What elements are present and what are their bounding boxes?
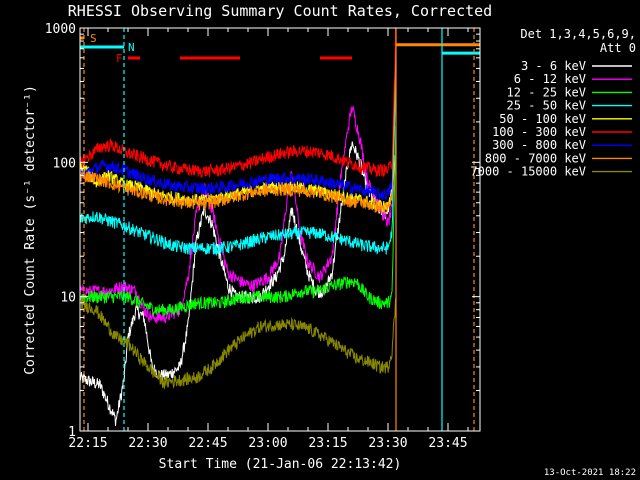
y-tick-label-1: 10 [60, 291, 76, 306]
flag-label-S: S [90, 32, 97, 45]
y-tick-label-0: 1 [68, 425, 76, 440]
plot-frame [79, 27, 481, 432]
legend-label-7: 800 - 7000 keV [485, 151, 586, 165]
legend-label-3: 25 - 50 keV [507, 99, 586, 113]
legend-label-5: 100 - 300 keV [492, 125, 586, 139]
flag-label-F: F [116, 52, 123, 65]
series-line-6 [80, 50, 397, 201]
footer-date: 13-Oct-2021 18:22 [544, 468, 636, 478]
legend-label-8: 7000 - 15000 keV [470, 165, 586, 179]
chart-title: RHESSI Observing Summary Count Rates, Co… [68, 2, 492, 20]
series-line-7 [80, 49, 397, 215]
legend-label-4: 50 - 100 keV [499, 112, 586, 126]
x-tick-label-1: 22:30 [128, 436, 167, 451]
series-line-8 [80, 297, 397, 390]
legend-label-6: 300 - 800 keV [492, 138, 586, 152]
legend-header-line1: Det 1,3,4,5,6,9, [520, 27, 636, 41]
series-line-2 [80, 125, 397, 317]
x-tick-label-0: 22:15 [68, 436, 107, 451]
x-tick-label-2: 22:45 [188, 436, 227, 451]
legend-label-1: 6 - 12 keV [514, 72, 586, 86]
x-tick-label-3: 23:00 [248, 436, 287, 451]
legend-header-line2: Att 0 [600, 41, 636, 55]
x-tick-label-6: 23:45 [428, 436, 467, 451]
flag-label-N: N [128, 41, 135, 54]
x-axis-label: Start Time (21-Jan-06 22:13:42) [159, 457, 402, 472]
y-tick-label-3: 1000 [45, 22, 76, 37]
x-tick-label-5: 23:30 [368, 436, 407, 451]
x-tick-label-4: 23:15 [308, 436, 347, 451]
plot-area: S NF 22:15 22:30 22:45 23:00 23:15 23:30 23:45 1… [45, 22, 481, 451]
legend-label-0: 3 - 6 keV [521, 59, 586, 73]
y-tick-label-2: 100 [53, 156, 76, 171]
legend-label-2: 12 - 25 keV [507, 85, 586, 99]
series-line-5 [80, 28, 397, 178]
y-axis-label: Corrected Count Rate (s⁻¹ detector⁻¹) [23, 85, 38, 375]
series-line-3 [80, 75, 397, 257]
